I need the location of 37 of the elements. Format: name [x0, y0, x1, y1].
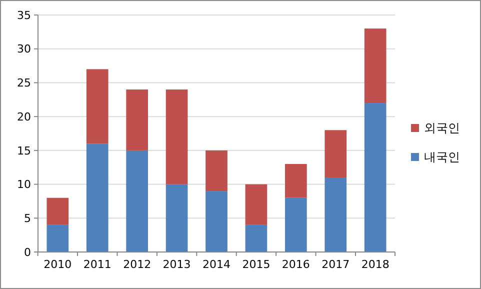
legend-label: 외국인: [424, 121, 460, 136]
bar: [166, 184, 188, 252]
bar: [245, 224, 268, 252]
bar: [324, 130, 347, 178]
bar: [285, 164, 307, 198]
x-tick-label: 2010: [44, 258, 72, 271]
y-tick-label: 35: [17, 8, 31, 22]
y-tick-label: 15: [17, 144, 31, 158]
bar: [86, 69, 108, 144]
y-tick-label: 20: [17, 110, 31, 124]
y-tick-label: 5: [24, 212, 31, 225]
bar: [86, 144, 108, 252]
y-tick-label: 0: [24, 246, 31, 259]
bar: [206, 191, 228, 252]
bar: [324, 178, 347, 252]
y-tick-label: 10: [17, 178, 31, 192]
bar: [364, 103, 386, 252]
x-tick-label: 2017: [322, 258, 350, 271]
x-tick-label: 2018: [361, 258, 390, 271]
x-tick-label: 2014: [202, 258, 230, 271]
x-tick-label: 2011: [83, 258, 112, 271]
bar: [126, 150, 148, 252]
bar: [245, 184, 268, 225]
bar: [364, 28, 386, 104]
x-tick-label: 2013: [162, 258, 191, 271]
bar: [126, 89, 148, 150]
x-tick-label: 2015: [242, 258, 270, 271]
x-tick-label: 2012: [123, 258, 152, 271]
x-tick-label: 2016: [282, 258, 310, 271]
bar: [285, 198, 307, 252]
bar: [46, 198, 69, 225]
bar: [46, 224, 69, 252]
bar: [166, 89, 188, 184]
y-tick-label: 25: [17, 76, 31, 90]
bar: [206, 150, 228, 192]
y-tick-label: 30: [17, 42, 31, 56]
legend-label: 내국인: [424, 150, 460, 164]
